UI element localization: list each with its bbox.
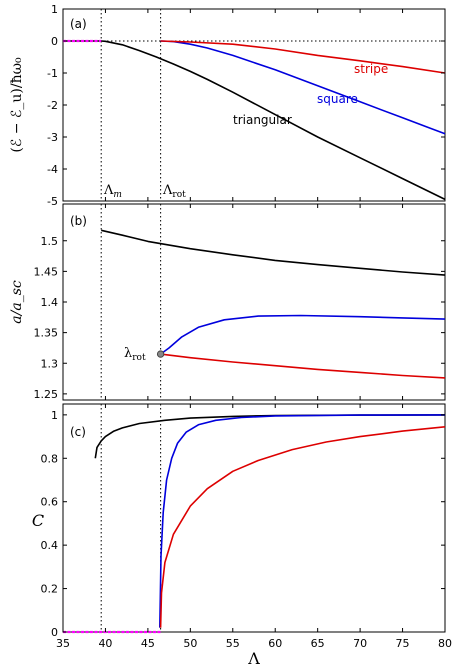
panel-b-plot xyxy=(100,204,446,400)
xtick-label: 70 xyxy=(353,637,367,650)
label-square: square xyxy=(317,92,358,106)
panel-c-ylabel: C xyxy=(32,511,44,530)
panel-a-plot xyxy=(63,9,446,201)
series-triangular xyxy=(63,40,446,201)
ytick-label: 1.3 xyxy=(41,357,59,370)
panel-a-label: (a) xyxy=(70,17,87,31)
xtick-label: 65 xyxy=(311,637,325,650)
ytick-label: -3 xyxy=(47,131,58,144)
panel-c-plot xyxy=(63,404,446,634)
ytick-label: 1 xyxy=(51,3,58,16)
panel-b-label: (b) xyxy=(70,214,87,228)
ytick-label: 0.8 xyxy=(41,452,59,465)
xtick-label: 40 xyxy=(98,637,112,650)
panel-c: (c) 10.80.60.40.20 35 40 45 50 55 60 65 70 75 80 … xyxy=(32,403,452,668)
panel-a-yticks: 1 0 -1 -2 -3 -4 -5 xyxy=(47,3,446,208)
series-stripe xyxy=(160,40,446,74)
panel-c-xticks: 35 40 45 50 55 60 65 70 75 80 xyxy=(56,637,452,650)
ytick-label: 0.4 xyxy=(41,539,59,552)
series-triangular xyxy=(101,229,446,276)
ytick-label: 1 xyxy=(51,409,58,422)
panel-a-frame xyxy=(62,8,446,202)
ytick-label: 0 xyxy=(51,626,58,639)
xtick-label: 60 xyxy=(268,637,282,650)
ytick-label: 0.2 xyxy=(41,583,59,596)
vline-m-label: Λm xyxy=(103,183,122,200)
xtick-label: 45 xyxy=(141,637,155,650)
panel-b-frame xyxy=(62,203,446,401)
xtick-label: 80 xyxy=(438,637,452,650)
panel-b: (b) 1.5 1.45 1.4 1.35 1.3 1.25 a/a_sc λrot xyxy=(9,203,446,401)
panel-c-frame xyxy=(62,403,446,633)
label-triangular: triangular xyxy=(233,113,292,127)
vline-rot-label: Λrot xyxy=(162,183,186,200)
panel-a-ylabel: (ℰ − ℰ_u)/ħω₀ xyxy=(9,57,25,153)
ytick-label: -5 xyxy=(47,195,58,208)
xtick-label: 55 xyxy=(226,637,240,650)
series-stripe xyxy=(159,426,446,628)
panel-c-yticks: 1 0.8 0.6 0.4 0.2 0 xyxy=(41,404,446,639)
panel-b-yticks: 1.5 1.45 1.4 1.35 1.3 1.25 xyxy=(34,204,446,401)
lambda-rot-label: λrot xyxy=(124,346,146,363)
ytick-label: 1.5 xyxy=(41,235,59,248)
series-square xyxy=(160,40,446,135)
xtick-label: 35 xyxy=(56,637,70,650)
ytick-label: 0.6 xyxy=(41,496,59,509)
series-stripe xyxy=(160,353,446,379)
panel-a: (a) 1 0 -1 -2 -3 -4 -5 (ℰ − ℰ_u)/ħω₀ Λm Λrot s… xyxy=(9,3,446,208)
ytick-label: -1 xyxy=(47,67,58,80)
ytick-label: -2 xyxy=(47,99,58,112)
ytick-label: 1.25 xyxy=(34,388,59,401)
series-square xyxy=(160,314,446,355)
label-stripe: stripe xyxy=(354,62,388,76)
ytick-label: 1.45 xyxy=(34,265,59,278)
ytick-label: 1.4 xyxy=(41,296,59,309)
panel-c-label: (c) xyxy=(70,425,86,439)
series-square xyxy=(159,414,446,628)
xtick-label: 75 xyxy=(396,637,410,650)
panel-b-ylabel: a/a_sc xyxy=(9,280,25,324)
xtick-label: 50 xyxy=(183,637,197,650)
lambda-rot-point xyxy=(156,350,165,358)
ytick-label: 0 xyxy=(51,35,58,48)
ytick-label: -4 xyxy=(47,163,58,176)
series-triangular xyxy=(94,414,446,459)
panel-c-xlabel: Λ xyxy=(247,649,260,668)
ytick-label: 1.35 xyxy=(34,327,59,340)
